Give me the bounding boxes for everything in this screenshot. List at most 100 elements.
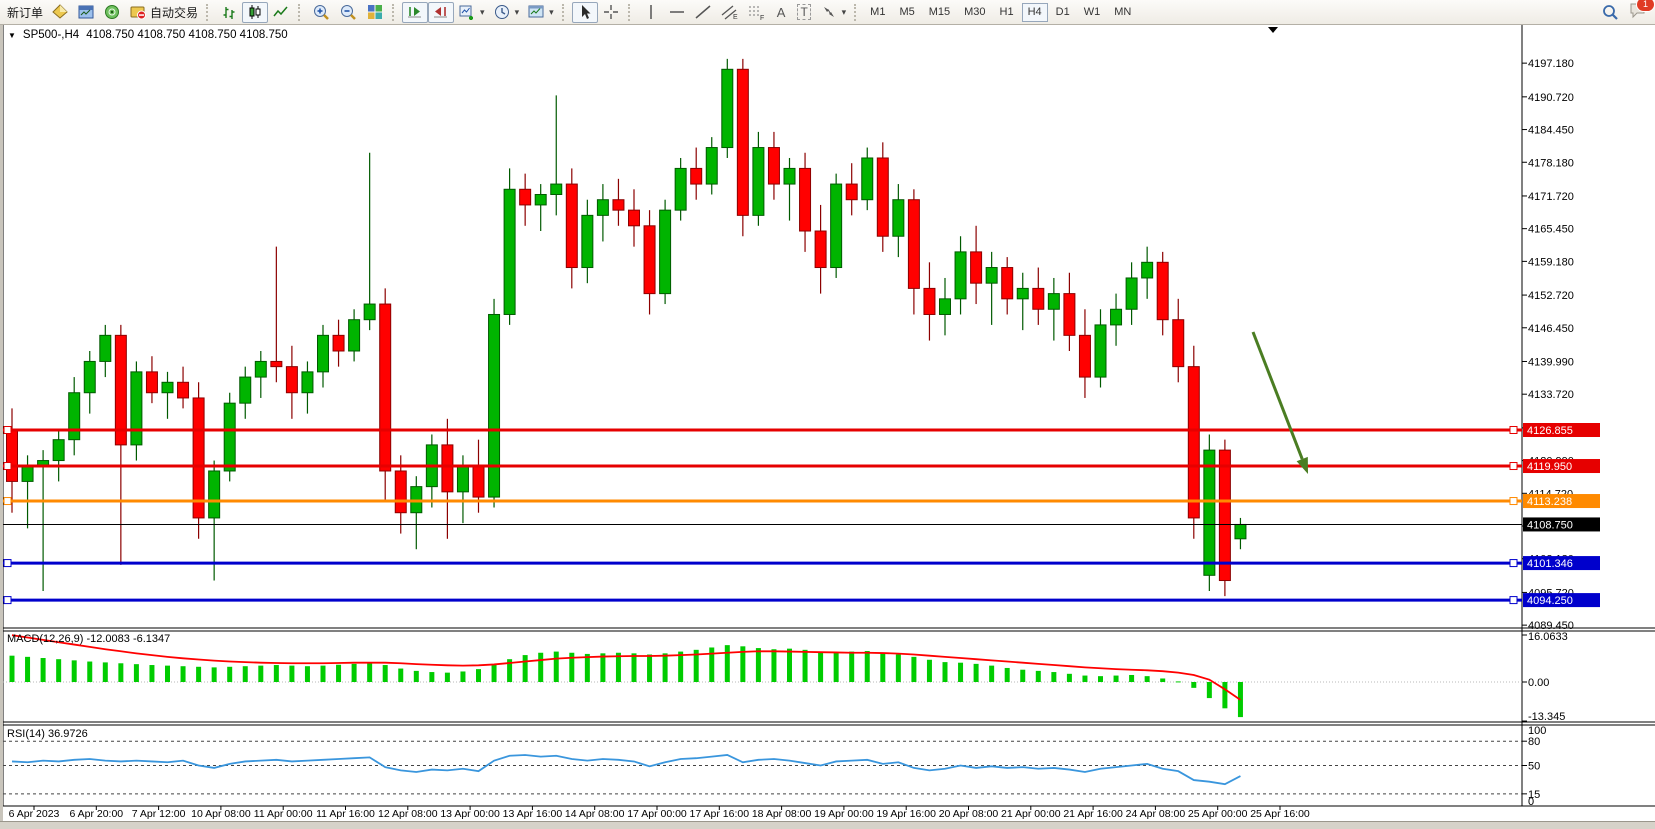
market-watch-button[interactable] <box>73 2 99 23</box>
notifications-button[interactable]: 1 <box>1629 0 1655 24</box>
fibonacci-tool-button[interactable]: F <box>743 2 770 23</box>
candlestick-mode-button[interactable] <box>242 1 269 23</box>
macd-histogram-bar <box>491 664 497 682</box>
date-axis-label: 20 Apr 08:00 <box>939 808 999 820</box>
template-dropdown-arrow: ▾ <box>549 6 554 17</box>
macd-histogram-bar <box>1051 672 1057 682</box>
date-axis-label: 21 Apr 00:00 <box>1001 808 1061 820</box>
svg-text:E: E <box>733 14 738 21</box>
timeframe-button-d1[interactable]: D1 <box>1050 3 1076 22</box>
horizontal-line-icon <box>669 11 684 13</box>
timeframe-button-m15[interactable]: M15 <box>923 3 956 22</box>
template-button[interactable]: ▾ <box>523 2 558 23</box>
signals-button[interactable] <box>99 2 125 23</box>
price-axis-label: 4089.450 <box>1528 620 1574 632</box>
macd-histogram-bar <box>87 661 93 682</box>
timeframe-button-m5[interactable]: M5 <box>893 3 920 22</box>
timeframe-button-h4[interactable]: H4 <box>1021 2 1048 22</box>
cursor-tool-button[interactable] <box>571 1 598 23</box>
crosshair-tool-button[interactable] <box>598 2 624 23</box>
crosshair-icon <box>603 5 618 19</box>
macd-histogram-bar <box>973 663 979 682</box>
macd-axis-label: 0.00 <box>1528 677 1549 689</box>
macd-histogram-bar <box>802 649 808 682</box>
new-order-icon <box>52 4 68 19</box>
rsi-axis-label: 80 <box>1528 736 1540 748</box>
timeframe-button-w1[interactable]: W1 <box>1078 3 1107 22</box>
macd-histogram-bar <box>926 659 932 682</box>
horizontal-line-tool-button[interactable] <box>664 2 690 23</box>
new-order-icon-button[interactable] <box>47 2 73 23</box>
horizontal-lines <box>3 426 1522 605</box>
zoom-out-button[interactable] <box>335 2 362 23</box>
macd-histogram-bar <box>444 672 450 682</box>
price-axis-label: 4178.180 <box>1528 157 1574 169</box>
macd-histogram-bar <box>880 652 886 682</box>
macd-histogram-bar <box>273 665 279 682</box>
timeframe-button-h1[interactable]: H1 <box>994 3 1020 22</box>
toolbar: 新订单 自动交易 ▾ ▾ <box>0 0 1655 25</box>
autotrade-button[interactable]: 自动交易 <box>125 2 202 23</box>
new-order-button[interactable]: 新订单 <box>3 2 47 23</box>
add-indicator-button[interactable]: ▾ <box>454 2 489 23</box>
bar-chart-mode-button[interactable] <box>216 2 242 23</box>
tile-windows-button[interactable] <box>362 2 388 23</box>
macd-histogram-bar <box>289 665 295 682</box>
date-axis-label: 7 Apr 12:00 <box>132 808 186 820</box>
price-tag <box>1523 423 1600 438</box>
cursor-icon <box>581 5 591 19</box>
price-axis-label: 4133.720 <box>1528 389 1574 401</box>
auto-scroll-button[interactable] <box>402 1 429 23</box>
macd-histogram-bar <box>989 665 995 682</box>
tile-windows-icon <box>368 5 383 19</box>
arrows-tool-button[interactable]: ▾ <box>816 2 851 23</box>
macd-histogram-bar <box>709 647 715 682</box>
rsi-axis-label: 15 <box>1528 789 1540 801</box>
toolbar-grip[interactable] <box>561 3 568 21</box>
price-axis: 4197.180 4190.720 4184.450 4178.180 4171.720… <box>1522 58 1600 632</box>
macd-histogram-bar <box>242 666 248 682</box>
macd-histogram-bar <box>196 666 202 682</box>
macd-histogram-bar <box>133 664 139 682</box>
toolbar-grip[interactable] <box>206 3 212 21</box>
timeframe-button-m1[interactable]: M1 <box>864 3 891 22</box>
date-axis-label: 17 Apr 16:00 <box>690 808 750 820</box>
date-axis-label: 17 Apr 00:00 <box>627 808 687 820</box>
text-tool-button[interactable]: A <box>770 2 793 23</box>
chart-shift-marker <box>1268 27 1278 33</box>
toolbar-grip[interactable] <box>854 3 860 21</box>
text-label-tool-button[interactable]: T <box>793 2 816 23</box>
macd-histogram-bar <box>1129 674 1135 682</box>
macd-histogram-bar <box>460 671 466 682</box>
line-anchor <box>1509 497 1518 506</box>
zoom-in-button[interactable] <box>308 2 335 23</box>
timeframe-button-mn[interactable]: MN <box>1108 3 1137 22</box>
timeframe-button-m30[interactable]: M30 <box>958 3 991 22</box>
clock-icon <box>494 5 509 19</box>
vertical-line-tool-button[interactable] <box>638 2 664 23</box>
macd-histogram-bar <box>320 665 326 682</box>
trend-arrow-annotation[interactable] <box>1251 331 1308 474</box>
price-tag-label: 4094.250 <box>1527 595 1573 607</box>
macd-histogram-bar <box>9 655 15 682</box>
toolbar-grip[interactable] <box>392 3 398 21</box>
date-axis-label: 14 Apr 08:00 <box>565 808 625 820</box>
search-button[interactable] <box>1597 2 1623 23</box>
period-button[interactable]: ▾ <box>489 2 524 23</box>
macd-histogram-bar <box>584 653 590 682</box>
toolbar-grip[interactable] <box>298 3 304 21</box>
price-axis-label: 4146.450 <box>1528 323 1574 335</box>
macd-histogram-bar <box>165 665 170 682</box>
macd-histogram-bar <box>1004 667 1010 682</box>
equidistant-channel-tool-button[interactable]: E <box>716 2 743 23</box>
chart-shift-button[interactable] <box>428 1 455 23</box>
window-bottom-edge[interactable] <box>0 821 1655 829</box>
line-chart-mode-button[interactable] <box>268 2 294 23</box>
price-axis-label: 4152.720 <box>1528 290 1574 302</box>
autotrade-label: 自动交易 <box>150 5 199 20</box>
trendline-tool-button[interactable] <box>690 2 716 23</box>
macd-histogram-bar <box>833 652 839 682</box>
toolbar-grip[interactable] <box>627 3 634 21</box>
